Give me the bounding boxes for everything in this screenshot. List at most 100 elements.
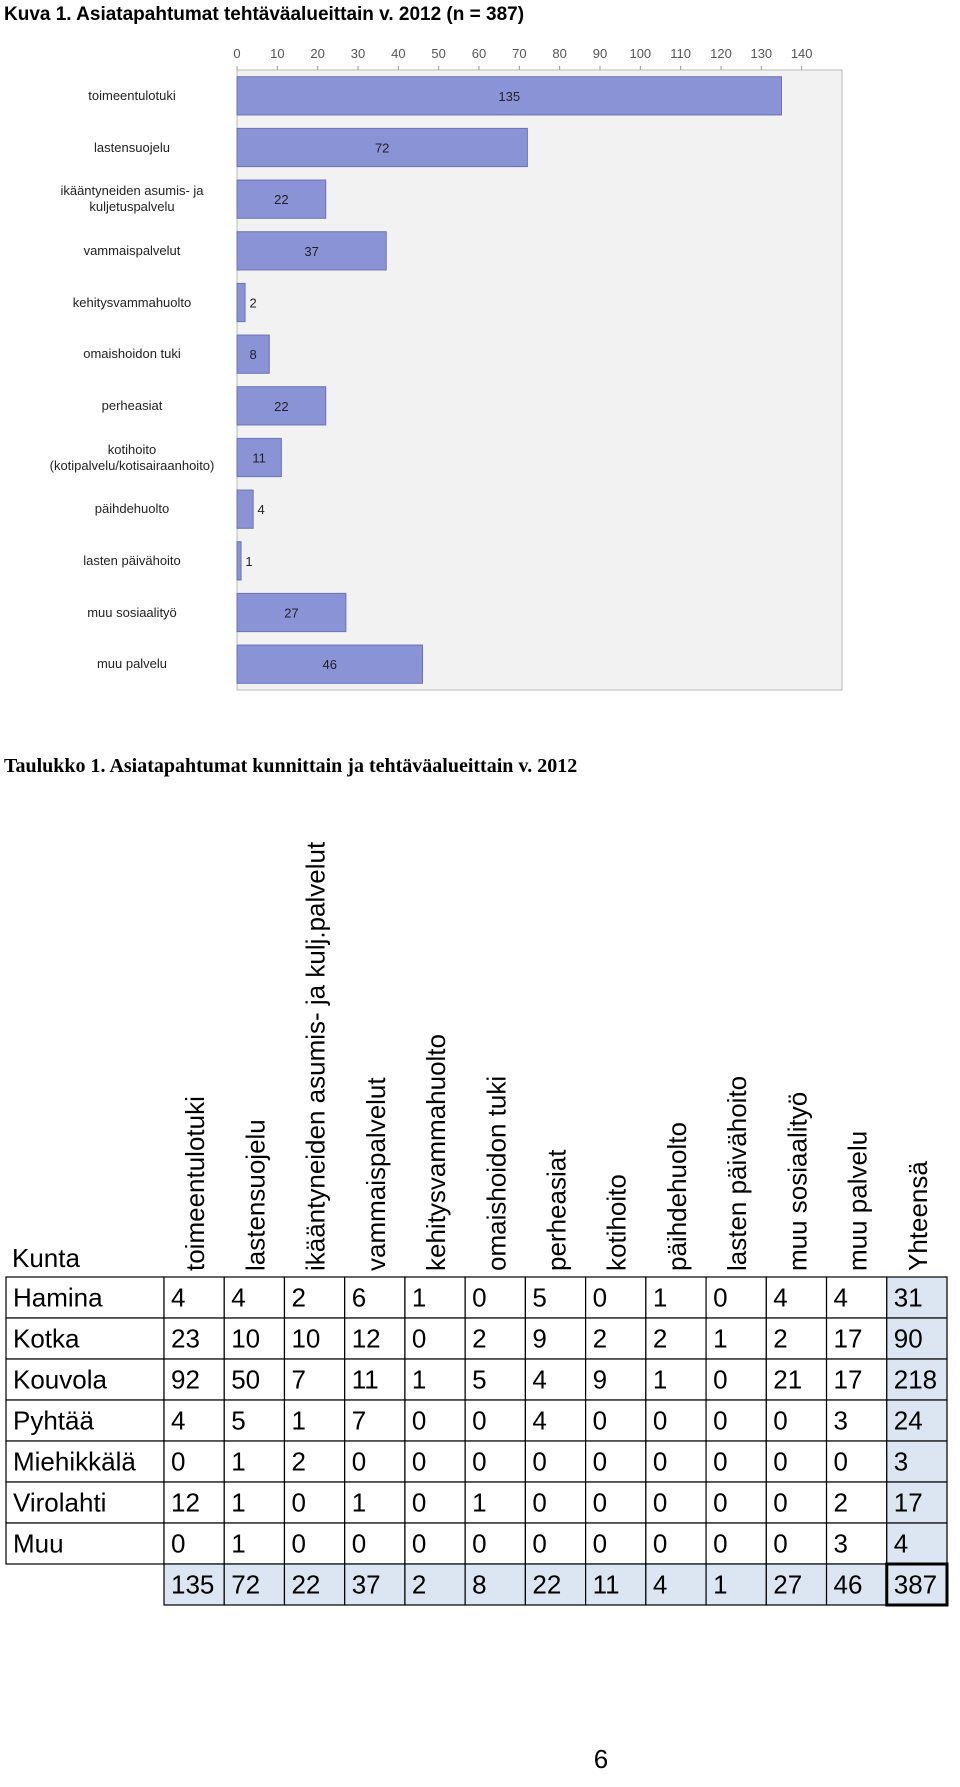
cell-text: 0 (412, 1529, 426, 1559)
cell-text: 0 (713, 1529, 727, 1559)
category-label: päihdehuolto (94, 501, 170, 517)
table-cell (223, 1563, 286, 1606)
bar (236, 231, 387, 271)
cell-text: Pyhtää (13, 1406, 94, 1436)
table-cell (705, 1440, 767, 1483)
table-cell (163, 1563, 225, 1606)
cell-text: 4 (894, 1529, 908, 1559)
value-label: 4 (258, 502, 265, 517)
cell-text: 0 (653, 1488, 667, 1518)
cell-text: 0 (532, 1447, 546, 1477)
cell-text: 27 (773, 1570, 802, 1600)
table-cell (645, 1276, 707, 1319)
table-cell (886, 1317, 948, 1360)
value-label: 22 (274, 192, 288, 207)
cell-text: 5 (231, 1406, 245, 1436)
cell-text: 0 (171, 1447, 185, 1477)
cell-text: 0 (291, 1529, 305, 1559)
table-cell (886, 1276, 948, 1319)
table-cell (825, 1481, 888, 1524)
cell-text: 2 (773, 1324, 787, 1354)
category-label: lasten päivähoito (83, 552, 181, 568)
column-header: vammaispalvelut (361, 1077, 391, 1271)
cell-text: 1 (231, 1529, 245, 1559)
cell-text: 0 (472, 1529, 486, 1559)
table-cell (163, 1440, 225, 1483)
category-label: vammaispalvelut (83, 242, 181, 258)
cell-text: 0 (412, 1447, 426, 1477)
cell-text: 0 (653, 1447, 667, 1477)
cell-text: 1 (412, 1283, 426, 1313)
plot-area (236, 69, 843, 691)
cell-text: 17 (834, 1365, 863, 1395)
table-cell (404, 1440, 466, 1483)
cell-text: 0 (713, 1488, 727, 1518)
cell-text: 0 (532, 1529, 546, 1559)
cell-text: 0 (412, 1324, 426, 1354)
column-header: muu palvelu (843, 1131, 873, 1271)
cell-text: 3 (834, 1406, 848, 1436)
cell-text: 0 (352, 1529, 366, 1559)
cell-text: 2 (834, 1488, 848, 1518)
category-label: kehitysvammahuolto (72, 294, 192, 310)
table-cell (404, 1317, 466, 1360)
table-cell (765, 1358, 828, 1401)
x-tick-label: 130 (750, 46, 772, 61)
table-cell (524, 1481, 587, 1524)
column-header: kehitysvammahuolto (421, 1034, 451, 1271)
cell-text: 3 (834, 1529, 848, 1559)
table-cell (825, 1563, 888, 1606)
cell-text: 0 (593, 1283, 607, 1313)
cell-text: 12 (352, 1324, 381, 1354)
table-cell (886, 1481, 948, 1524)
bar (236, 386, 327, 426)
cell-text: 387 (894, 1570, 937, 1600)
table-cell (645, 1522, 707, 1565)
category-label: perheasiat (101, 397, 163, 413)
value-label: 37 (304, 244, 318, 259)
cell-text: 17 (834, 1324, 863, 1354)
cell-text: 0 (773, 1488, 787, 1518)
value-label: 46 (323, 657, 337, 672)
column-header: omaishoidon tuki (481, 1076, 511, 1271)
table-cell (223, 1317, 286, 1360)
cell-text: 0 (291, 1488, 305, 1518)
value-label: 1 (245, 554, 252, 569)
table-cell (524, 1317, 587, 1360)
table-cell (464, 1563, 526, 1606)
table-cell (5, 1399, 165, 1442)
table-cell (283, 1399, 346, 1442)
bar (236, 489, 254, 529)
value-label: 22 (274, 399, 288, 414)
table-cell (885, 1562, 949, 1607)
table-cell (765, 1563, 828, 1606)
bar (236, 592, 347, 633)
column-header: toimeentulotuki (180, 1096, 210, 1271)
cell-text: 1 (653, 1283, 667, 1313)
category-label: omaishoidon tuki (83, 346, 181, 362)
column-header: Kunta (12, 1243, 80, 1273)
table-cell (645, 1440, 707, 1483)
cell-text: 4 (773, 1283, 787, 1313)
cell-text: Hamina (13, 1283, 103, 1313)
table-cell (163, 1399, 225, 1442)
x-tick-label: 110 (670, 46, 691, 61)
table-cell (585, 1276, 647, 1319)
column-header: kotihoito (602, 1174, 632, 1271)
x-tick-label: 100 (629, 46, 651, 61)
table-cell (5, 1276, 165, 1319)
x-tick-label: 140 (791, 46, 813, 61)
cell-text: 21 (773, 1365, 802, 1395)
cell-text: 4 (532, 1365, 546, 1395)
table-cell (886, 1358, 948, 1401)
table-cell (585, 1399, 647, 1442)
column-header: ikääntyneiden asumis- ja kulj.palvelut (301, 841, 331, 1271)
cell-text: 23 (171, 1324, 200, 1354)
bar (236, 437, 282, 478)
table-cell (283, 1481, 346, 1524)
cell-text: 7 (352, 1406, 366, 1436)
table-cell (645, 1358, 707, 1401)
cell-text: 0 (472, 1283, 486, 1313)
cell-text: 46 (834, 1570, 863, 1600)
value-label: 11 (252, 451, 266, 466)
